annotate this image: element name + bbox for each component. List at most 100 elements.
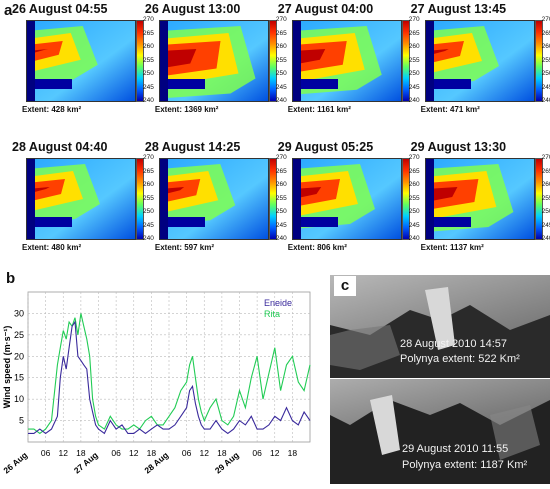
tile-title: 26 August 13:00 <box>144 2 241 16</box>
colorbar-tick: 265 <box>275 167 287 175</box>
colorbar-tick: 270 <box>408 16 420 23</box>
colorbar-tick: 255 <box>541 56 550 64</box>
thermal-map <box>158 158 269 240</box>
thermal-map-tile: 26 August 13:00 270 265 260 255 250 245 240 Exte… <box>144 2 287 122</box>
colorbar-tick: 270 <box>143 16 154 23</box>
colorbar-tick: 255 <box>143 194 154 202</box>
colorbar-tick: 240 <box>143 235 154 242</box>
colorbar-tick: 265 <box>143 167 154 175</box>
colorbar-tick: 270 <box>541 16 550 23</box>
thermal-map <box>291 20 402 102</box>
x-tick-label: 18 <box>288 448 298 458</box>
thermal-map-tile: 29 August 13:30270265260255250245240Exte… <box>411 140 550 260</box>
colorbar-tick: 270 <box>143 154 154 161</box>
polynya-extent: Extent: 480 km² <box>22 243 82 252</box>
panel-b-letter: b <box>6 270 16 287</box>
colorbar-tick: 240 <box>541 235 550 242</box>
colorbar-tick: 255 <box>275 56 287 64</box>
colorbar <box>268 20 277 102</box>
colorbar-tick: 245 <box>275 221 287 229</box>
tile-title: 29 August 05:25 <box>277 140 374 154</box>
colorbar-tick: 270 <box>275 16 287 23</box>
colorbar-tick: 260 <box>408 43 420 50</box>
panel-c-photos: 28 August 2010 14:57 Polynya extent: 522… <box>330 275 550 484</box>
colorbar-tick: 240 <box>408 97 420 104</box>
thermal-map <box>26 158 136 240</box>
y-tick-label: 10 <box>14 394 24 404</box>
sar-images <box>330 275 550 484</box>
colorbar-tick: 255 <box>541 194 550 202</box>
colorbar-tick: 240 <box>408 235 420 242</box>
colorbar <box>534 20 543 102</box>
colorbar-tick: 245 <box>541 83 550 91</box>
x-tick-label: 18 <box>76 448 86 458</box>
x-tick-label: 12 <box>200 448 210 458</box>
x-tick-label: 06 <box>252 448 262 458</box>
y-tick-label: 30 <box>14 308 24 318</box>
colorbar-ticks: 270 265 260 255 250 245 240 <box>143 16 154 104</box>
y-tick-label: 20 <box>14 351 24 361</box>
y-tick-label: 5 <box>19 416 24 426</box>
colorbar <box>534 158 543 240</box>
colorbar-tick: 265 <box>143 29 154 37</box>
x-tick-label: 18 <box>147 448 157 458</box>
colorbar-ticks: 270 265 260 255 250 245 240 <box>409 16 420 104</box>
colorbar-tick: 250 <box>143 208 154 215</box>
colorbar-tick: 250 <box>408 208 420 215</box>
thermal-map <box>291 158 402 240</box>
thermal-map-tile: 28 August 14:25 270 265 260 255 250 245 240 Exte… <box>145 140 287 260</box>
legend-eneide: Eneide <box>264 298 292 308</box>
colorbar-tick: 255 <box>143 56 154 64</box>
colorbar-ticks: 270 265 260 255 250 245 240 <box>542 16 550 104</box>
colorbar-tick: 260 <box>143 181 154 188</box>
colorbar-tick: 240 <box>541 97 550 104</box>
tile-title: 26 August 04:55 <box>12 2 108 16</box>
y-tick-label: 25 <box>14 330 24 340</box>
colorbar-tick: 250 <box>408 70 420 77</box>
x-tick-label: 18 <box>217 448 227 458</box>
wind-speed-chart: 5 10 15 20 25 30 26 Aug 06 12 18 27 Aug 06 12 18 28 Au… <box>0 280 318 484</box>
series-line-eneide <box>28 320 311 435</box>
colorbar-tick: 245 <box>143 221 154 229</box>
thermal-map-tile: 29 August 05:25 270 265 260 255 250 245 240 Exte… <box>277 140 420 260</box>
colorbar-tick: 245 <box>408 83 420 91</box>
colorbar-tick: 240 <box>143 97 154 104</box>
thermal-map <box>26 20 136 102</box>
tile-title: 27 August 04:00 <box>277 2 374 16</box>
colorbar-tick: 255 <box>408 56 420 64</box>
colorbar-tick: 245 <box>143 83 154 91</box>
x-tick-label: 26 Aug <box>1 450 29 476</box>
colorbar-tick: 245 <box>275 83 287 91</box>
colorbar-tick: 270 <box>408 154 420 161</box>
colorbar-tick: 250 <box>275 70 287 77</box>
x-tick-label: 12 <box>270 448 280 458</box>
photo-bottom-extent: Polynya extent: 1187 Km² <box>402 459 528 471</box>
colorbar <box>136 158 144 240</box>
colorbar-tick: 240 <box>275 97 287 104</box>
colorbar-tick: 260 <box>541 43 550 50</box>
panel-a-letter: a <box>4 2 13 19</box>
sea-ice-bottom <box>490 405 540 460</box>
polynya-extent: Extent: 428 km² <box>22 105 82 114</box>
colorbar-tick: 260 <box>143 43 154 50</box>
colorbar <box>401 20 410 102</box>
photo-top-date: 28 August 2010 14:57 <box>400 338 508 350</box>
thermal-map <box>424 158 535 240</box>
tile-title: 28 August 04:40 <box>12 140 108 154</box>
colorbar-tick: 250 <box>143 70 154 77</box>
y-axis-label: Wind speed (m·s⁻¹) <box>2 326 12 409</box>
colorbar-tick: 265 <box>408 29 420 37</box>
thermal-map-tile: 27 August 13:45270265260255250245240Exte… <box>411 2 550 122</box>
colorbar-tick: 260 <box>408 181 420 188</box>
polynya-extent: Extent: 806 km² <box>287 243 347 252</box>
colorbar <box>401 158 410 240</box>
colorbar-tick: 260 <box>275 43 287 50</box>
colorbar-tick: 240 <box>275 235 287 242</box>
glacier-tongue-bottom <box>370 395 400 455</box>
thermal-map-tile: 27 August 04:00 270 265 260 255 250 245 240 Exte… <box>277 2 420 122</box>
thermal-map-tile: 26 August 04:55 270 265 260 255 250 245 240 Exte… <box>12 2 154 122</box>
polynya-extent: Extent: 1369 km² <box>154 105 219 114</box>
colorbar <box>268 158 277 240</box>
colorbar-ticks: 270 265 260 255 250 245 240 <box>276 154 287 242</box>
